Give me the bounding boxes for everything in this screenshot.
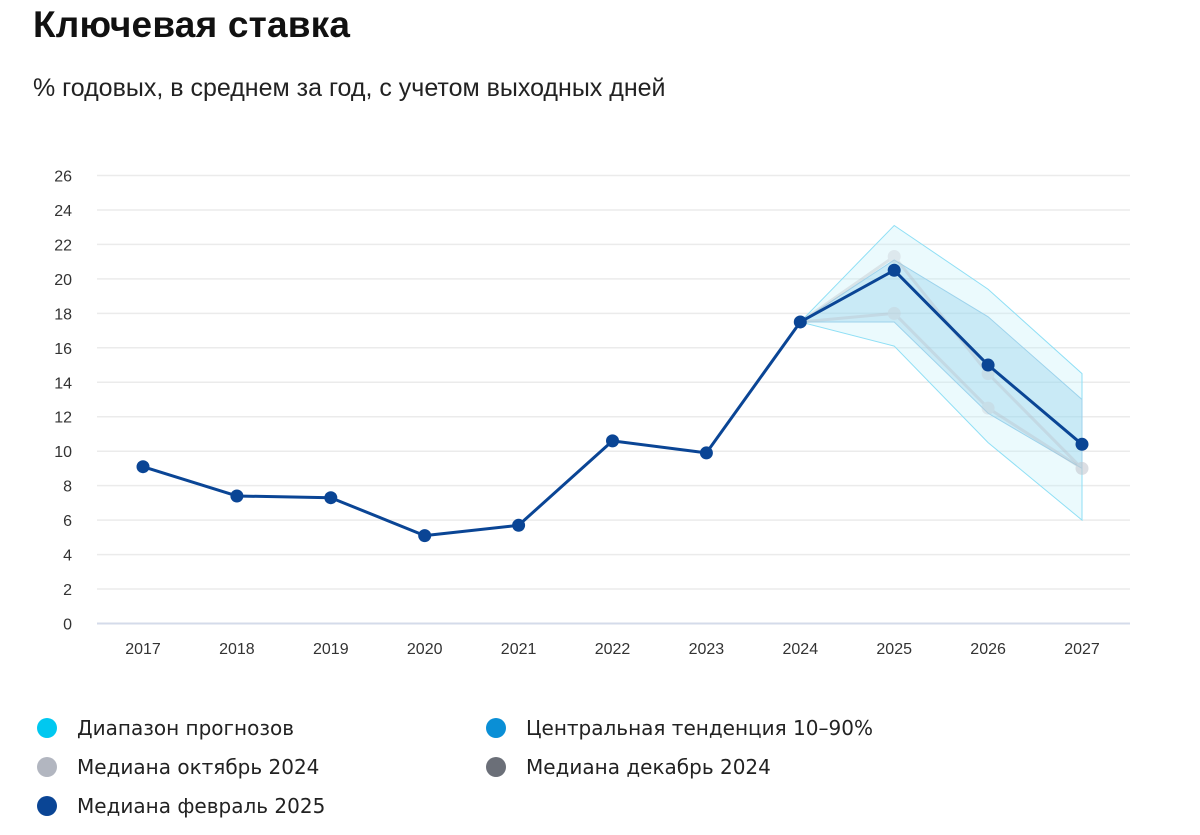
series-line xyxy=(799,254,1084,470)
data-point[interactable] xyxy=(1075,461,1089,475)
legend-label: Медиана декабрь 2024 xyxy=(526,755,771,779)
data-point[interactable] xyxy=(981,401,995,415)
y-tick-label: 16 xyxy=(54,341,72,358)
legend-dot-icon xyxy=(37,757,57,777)
data-point[interactable] xyxy=(1075,437,1089,451)
data-point[interactable] xyxy=(136,460,150,474)
y-tick-label: 12 xyxy=(54,410,72,427)
data-point[interactable] xyxy=(887,263,901,277)
data-point[interactable] xyxy=(981,358,995,372)
series-line xyxy=(800,311,1083,470)
legend-item-median-feb-2025[interactable]: Медиана февраль 2025 xyxy=(37,794,325,818)
data-point[interactable] xyxy=(887,249,901,263)
legend-label: Центральная тенденция 10–90% xyxy=(526,716,873,740)
y-tick-label: 2 xyxy=(63,582,72,599)
data-point[interactable] xyxy=(230,489,244,503)
legend-label: Медиана октябрь 2024 xyxy=(77,755,320,779)
y-tick-label: 4 xyxy=(63,548,72,565)
x-tick-label: 2022 xyxy=(595,641,631,658)
x-tick-label: 2019 xyxy=(313,641,349,658)
y-tick-label: 8 xyxy=(63,479,72,496)
forecast-bands xyxy=(798,224,1083,522)
band-central-tendency xyxy=(798,259,1083,470)
data-point[interactable] xyxy=(418,529,432,543)
y-tick-label: 6 xyxy=(63,513,72,530)
data-point[interactable] xyxy=(512,518,526,532)
data-point[interactable] xyxy=(793,315,807,329)
x-tick-label: 2021 xyxy=(501,641,537,658)
x-tick-label: 2026 xyxy=(970,641,1006,658)
legend-dot-icon xyxy=(37,796,57,816)
data-point[interactable] xyxy=(887,306,901,320)
data-point[interactable] xyxy=(606,434,619,448)
x-tick-label: 2020 xyxy=(407,641,443,658)
legend-item-median-dec-2024[interactable]: Медиана декабрь 2024 xyxy=(486,755,771,779)
legend-dot-icon xyxy=(37,718,57,738)
legend-dot-icon xyxy=(486,757,506,777)
y-tick-label: 18 xyxy=(54,306,72,323)
chart-subtitle: % годовых, в среднем за год, с учетом вы… xyxy=(33,74,666,102)
data-point[interactable] xyxy=(1075,461,1089,475)
x-tick-label: 2023 xyxy=(689,641,725,658)
y-tick-label: 22 xyxy=(54,237,72,254)
legend-item-central-tendency[interactable]: Центральная тенденция 10–90% xyxy=(486,716,873,740)
series-median-feb-2025 xyxy=(136,263,1089,543)
y-tick-label: 10 xyxy=(54,444,72,461)
legend-dot-icon xyxy=(486,718,506,738)
y-tick-label: 0 xyxy=(63,617,72,634)
legend-item-median-oct-2024[interactable]: Медиана октябрь 2024 xyxy=(37,755,319,779)
y-tick-label: 24 xyxy=(54,203,72,220)
series-lines xyxy=(136,249,1089,543)
chart-title: Ключевая ставка xyxy=(33,4,351,45)
x-tick-label: 2025 xyxy=(876,641,912,658)
y-tick-label: 14 xyxy=(54,375,72,392)
y-tick-label: 20 xyxy=(54,272,72,289)
legend-item-forecast-range[interactable]: Диапазон прогнозов xyxy=(37,716,294,740)
x-axis-ticks: 2017 2018 2019 2020 2021 2022 2023 2024 2025 2026… xyxy=(125,641,1100,658)
data-point[interactable] xyxy=(324,491,338,505)
legend-label: Медиана февраль 2025 xyxy=(77,794,326,818)
x-tick-label: 2027 xyxy=(1064,641,1100,658)
x-tick-label: 2017 xyxy=(125,641,161,658)
legend-label: Диапазон прогнозов xyxy=(77,716,295,740)
gridlines xyxy=(97,174,1130,625)
y-tick-label: 26 xyxy=(54,169,72,186)
x-tick-label: 2018 xyxy=(219,641,255,658)
data-point[interactable] xyxy=(699,446,713,460)
x-tick-label: 2024 xyxy=(783,641,819,658)
